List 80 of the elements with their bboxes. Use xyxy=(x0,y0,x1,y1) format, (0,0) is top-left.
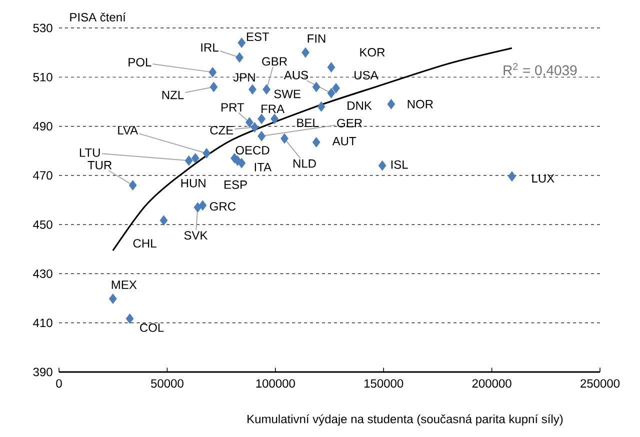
point xyxy=(327,88,336,98)
point xyxy=(210,82,218,92)
annotation: CHL xyxy=(133,239,156,248)
annotation: NOR xyxy=(408,100,433,108)
annotation: TUR xyxy=(88,161,112,170)
annotation: SVK xyxy=(184,231,208,240)
annotation: NZL xyxy=(162,90,184,100)
point xyxy=(248,84,256,95)
point xyxy=(208,67,217,78)
point xyxy=(258,130,266,142)
x-axis-title: Kumulativní výdaje na studenta (současná parita kupní síly) xyxy=(248,414,563,426)
annotation: SWE xyxy=(274,90,300,98)
y-tick-label: 510 xyxy=(33,72,52,82)
point xyxy=(312,137,320,148)
point xyxy=(317,101,326,112)
x-tick-label: 50000 xyxy=(151,379,184,388)
annotation: EST xyxy=(246,32,270,41)
point xyxy=(238,38,246,48)
annotation: JPN xyxy=(233,73,255,82)
annotation: LUX xyxy=(532,174,554,183)
annotation: PRT xyxy=(222,103,244,112)
point xyxy=(234,155,242,166)
point xyxy=(202,148,211,158)
point xyxy=(378,160,386,171)
x-tick-label: 250000 xyxy=(580,379,620,388)
annotation: FRA xyxy=(262,104,285,114)
point xyxy=(280,133,288,144)
y-tick-label: 390 xyxy=(33,368,52,376)
annotation: POL xyxy=(128,58,152,66)
y-tick-label: 490 xyxy=(33,122,52,131)
y-tick-label: 430 xyxy=(33,269,52,278)
point xyxy=(194,202,202,213)
point xyxy=(270,114,278,124)
point xyxy=(160,215,168,226)
point xyxy=(387,98,396,110)
y-tick-label: 530 xyxy=(33,24,52,32)
point xyxy=(262,84,270,95)
x-tick-label: 100000 xyxy=(256,379,295,388)
point xyxy=(250,122,259,132)
point xyxy=(508,171,516,182)
annotation: GRC xyxy=(210,202,236,211)
point xyxy=(184,155,193,166)
annotation: OECD xyxy=(236,146,270,154)
point xyxy=(108,294,117,304)
point xyxy=(258,114,266,124)
y-axis-title: PISA čtení xyxy=(70,12,126,22)
annotation: R$^{2}$ = 0,4039 xyxy=(504,63,577,77)
annotation: GER xyxy=(337,118,362,128)
x-tick-label: 0 xyxy=(56,379,62,388)
annotation: ITA xyxy=(254,163,272,172)
annotation: MEX xyxy=(112,280,137,289)
annotation: FIN xyxy=(308,34,326,43)
point xyxy=(128,180,137,190)
annotation: LVA xyxy=(118,126,138,134)
annotation: ESP xyxy=(224,180,247,189)
y-tick-label: 470 xyxy=(33,171,52,180)
point xyxy=(236,52,244,63)
annotation: AUS xyxy=(284,70,308,80)
y-tick-label: 410 xyxy=(33,318,52,328)
annotation: GBR xyxy=(262,57,287,66)
annotation: USA xyxy=(354,70,378,80)
point xyxy=(245,117,254,128)
annotation: AUT xyxy=(332,137,356,146)
annotation: HUN xyxy=(181,179,206,188)
y-tick-label: 450 xyxy=(33,220,52,229)
x-tick-label: 150000 xyxy=(364,379,404,388)
point xyxy=(312,82,320,92)
point xyxy=(302,47,310,58)
annotation: LTU xyxy=(80,148,100,157)
annotation: ISL xyxy=(391,160,408,169)
annotation: KOR xyxy=(360,48,385,57)
annotation: NLD xyxy=(293,159,316,168)
annotation: IRL xyxy=(201,43,218,52)
point xyxy=(191,153,200,164)
point xyxy=(327,62,336,72)
point xyxy=(332,82,340,94)
annotation: COL xyxy=(140,323,164,332)
x-tick-label: 200000 xyxy=(472,379,512,388)
point xyxy=(126,313,134,324)
annotation: DNK xyxy=(348,101,372,110)
